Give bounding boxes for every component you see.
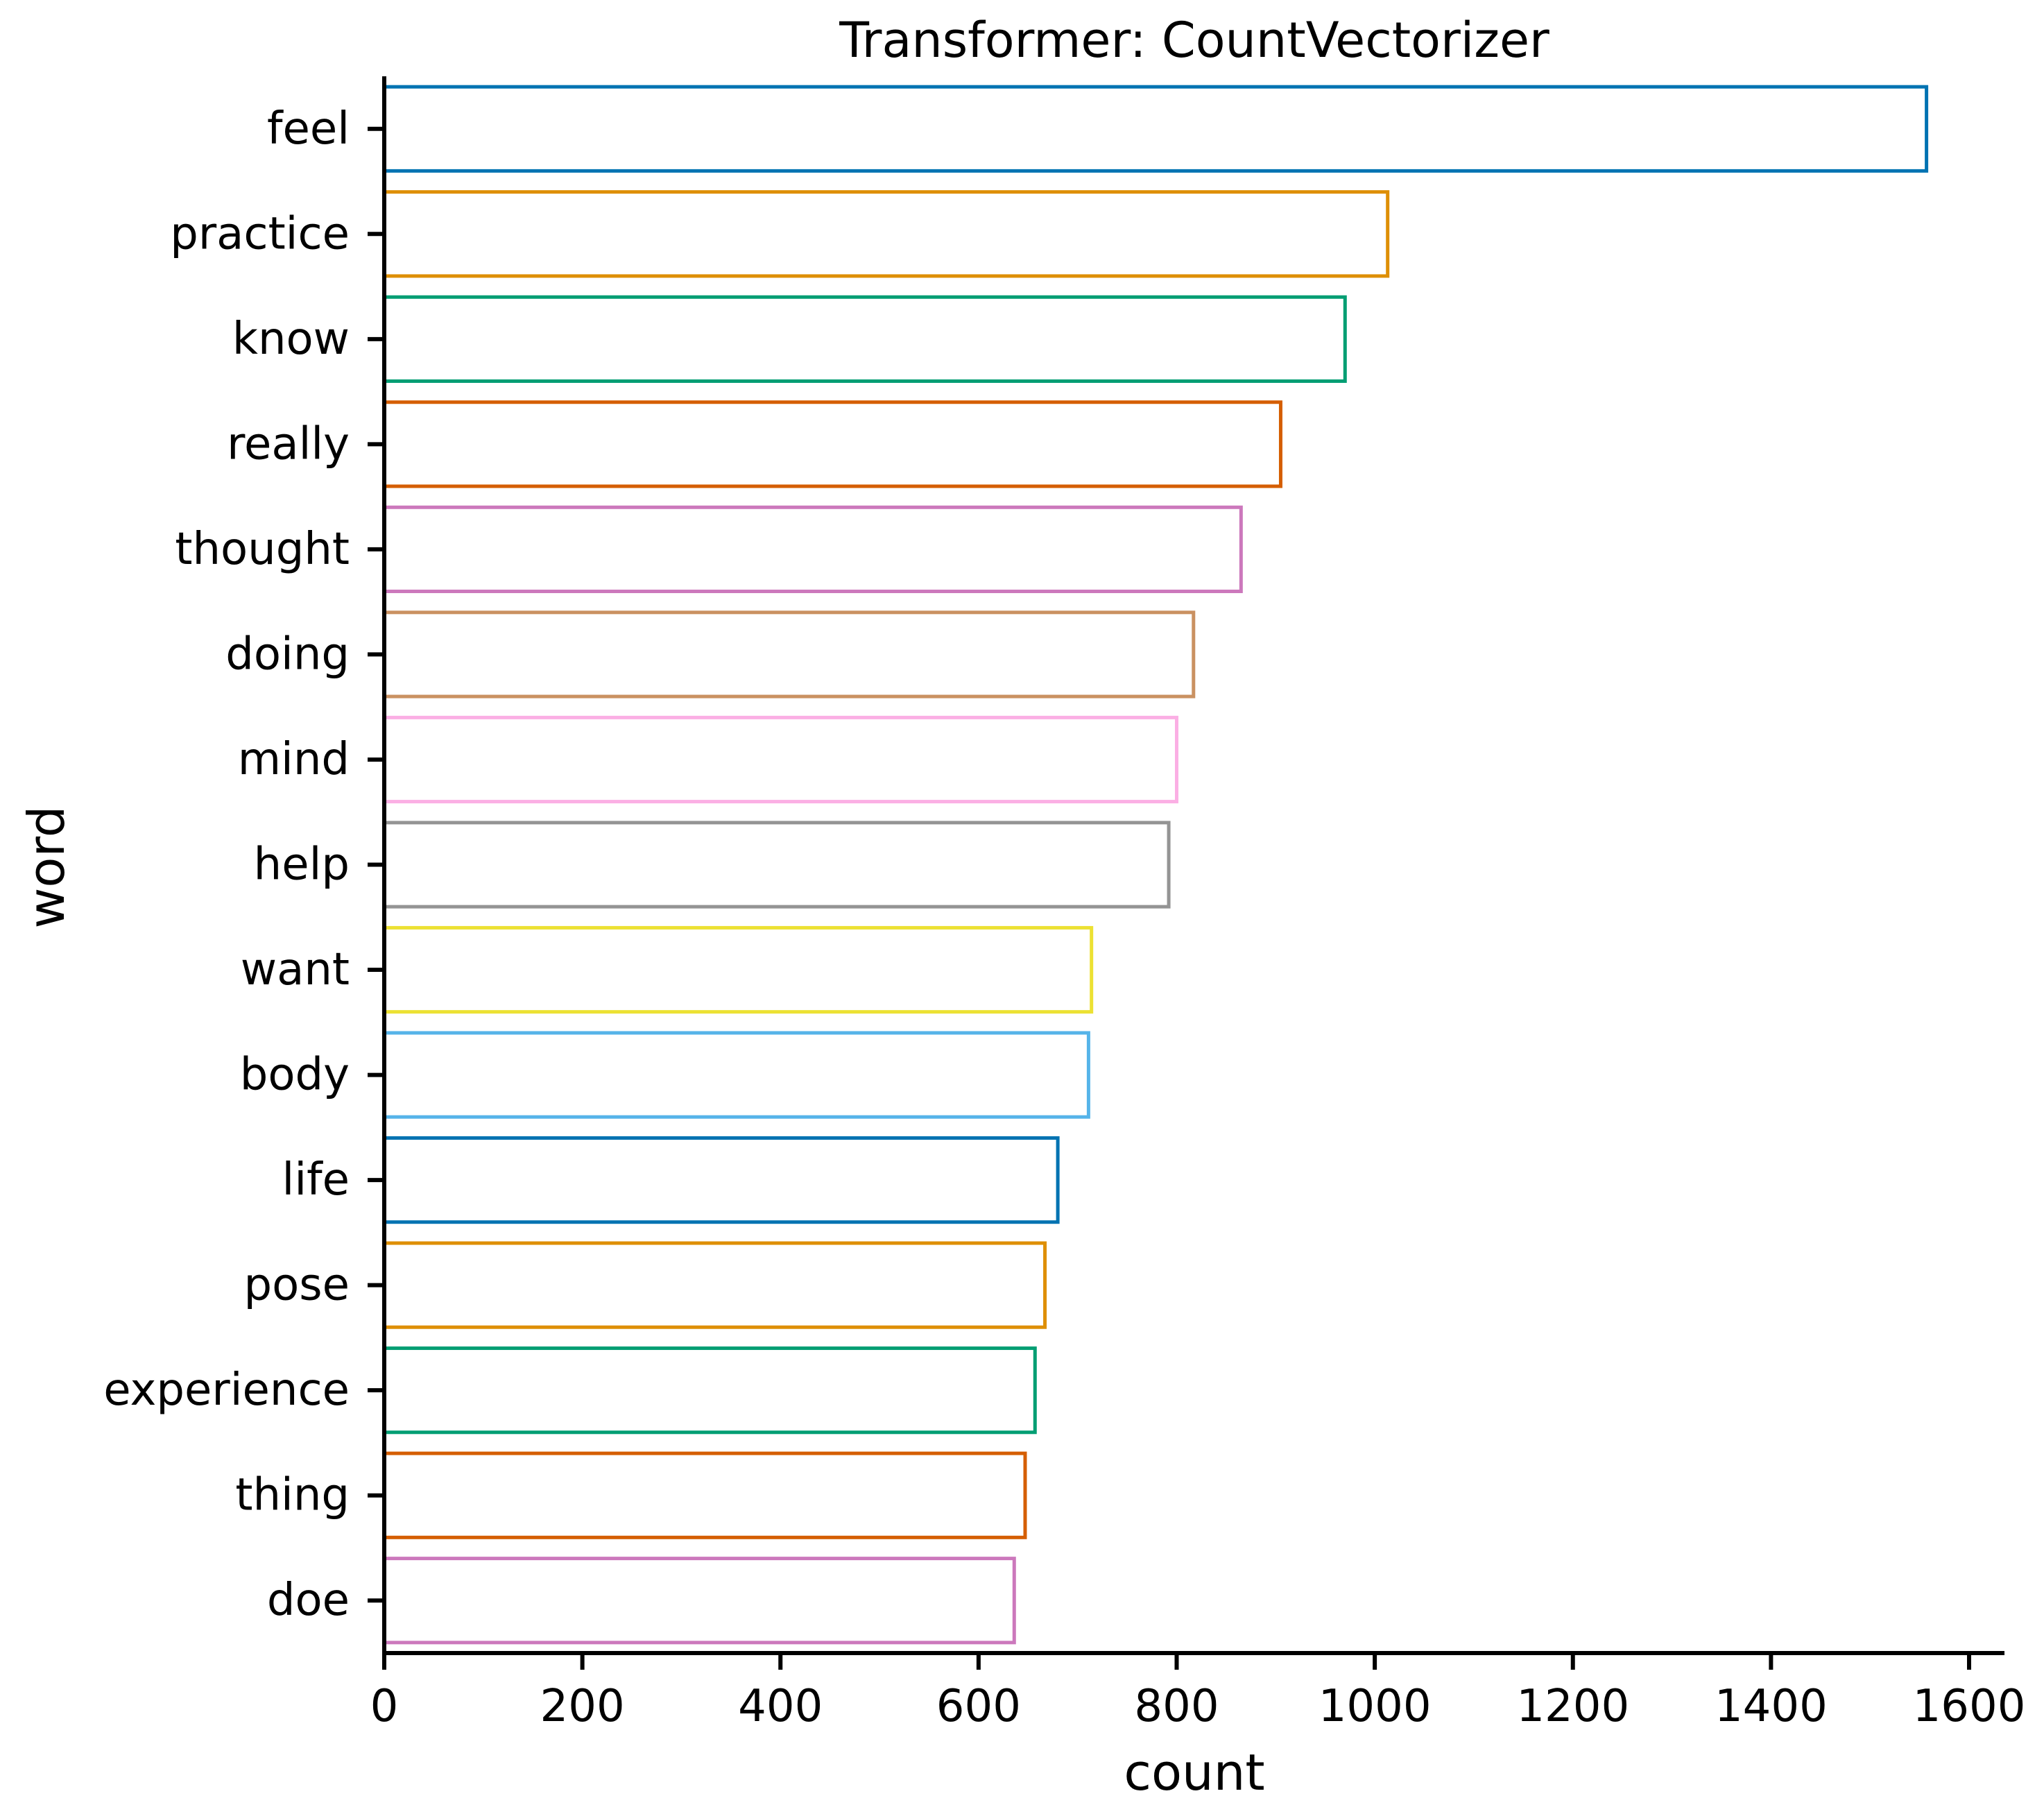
x-tick-label: 0: [370, 1681, 399, 1732]
bar-life: [382, 1136, 1060, 1224]
y-tick-label: doe: [267, 1575, 350, 1626]
y-tick-label: know: [232, 314, 350, 365]
y-tick-label: help: [254, 839, 350, 891]
bar-thing: [382, 1451, 1027, 1539]
bar-know: [382, 295, 1347, 383]
x-tick-label: 1000: [1319, 1681, 1432, 1732]
y-tick-label: thought: [175, 524, 350, 575]
bar-practice: [382, 190, 1390, 278]
x-tick-label: 1200: [1516, 1681, 1629, 1732]
x-tick-label: 1400: [1715, 1681, 1828, 1732]
bar-doing: [382, 610, 1196, 699]
y-tick-label: want: [241, 944, 350, 995]
bar-body: [382, 1031, 1090, 1119]
bar-experience: [382, 1346, 1037, 1435]
bar-mind: [382, 715, 1178, 804]
bar-want: [382, 925, 1094, 1014]
y-tick-label: pose: [244, 1260, 350, 1311]
bar-doe: [382, 1557, 1016, 1645]
y-tick-label: life: [282, 1154, 350, 1206]
y-tick-label: thing: [235, 1470, 350, 1521]
y-axis-ticks: feel practice know really thought doing mind he…: [103, 103, 384, 1626]
y-tick-label: body: [240, 1050, 350, 1101]
bar-feel: [382, 85, 1929, 173]
x-tick-label: 200: [540, 1681, 625, 1732]
x-tick-label: 800: [1134, 1681, 1219, 1732]
x-tick-label: 1600: [1913, 1681, 2026, 1732]
y-tick-label: practice: [170, 208, 350, 259]
x-tick-label: 400: [738, 1681, 823, 1732]
y-tick-label: doing: [225, 628, 350, 680]
bar-thought: [382, 505, 1243, 594]
y-tick-label: really: [227, 418, 350, 470]
y-axis-title: word: [17, 806, 76, 929]
x-axis-title: count: [1124, 1743, 1264, 1802]
bar-pose: [382, 1241, 1047, 1329]
y-tick-label: mind: [238, 734, 350, 785]
chart-title: Transformer: CountVectorizer: [839, 12, 1549, 69]
y-tick-label: experience: [103, 1364, 350, 1416]
x-tick-label: 600: [936, 1681, 1021, 1732]
bar-help: [382, 821, 1171, 909]
bars-group: [382, 85, 1929, 1645]
x-axis-ticks: 0 200 400 600 800 1000 1200 1400 1600: [370, 1653, 2026, 1732]
bar-really: [382, 400, 1282, 488]
y-tick-label: feel: [267, 103, 350, 155]
